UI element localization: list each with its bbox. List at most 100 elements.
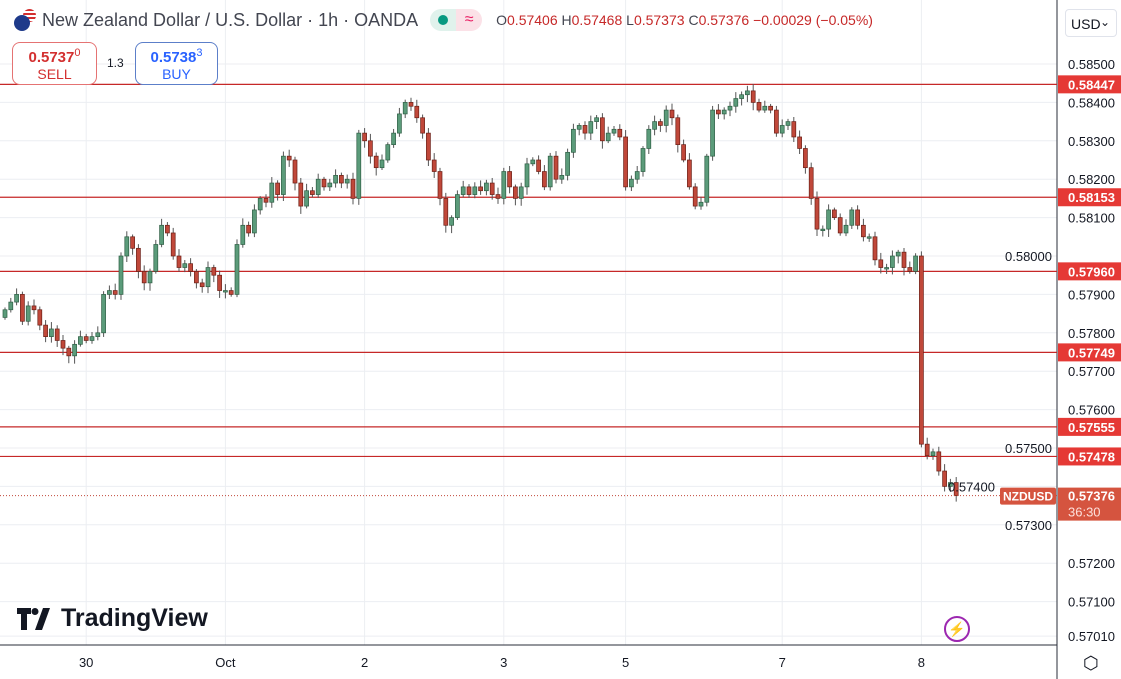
candle-up [397,113,402,134]
candle-down [692,186,698,207]
currency-select[interactable]: USD ⌄ [1065,9,1117,37]
candle-down [861,224,866,238]
price-tick-label: 0.57500 [1005,441,1052,456]
candle-up [2,309,8,318]
price-tick-label: 0.58100 [1068,211,1115,226]
candle-down [756,102,762,111]
chevron-down-icon: ⌄ [1099,15,1110,29]
candle-down [553,155,559,180]
chart-header: New Zealand Dollar / U.S. Dollar · 1h · … [14,9,873,31]
candle-down [774,109,779,134]
candle-up [147,271,153,284]
candle-down [408,102,414,107]
candle-down [936,451,942,472]
candle-up [257,198,263,211]
candle-up [710,109,715,157]
level-price-label: 0.57749 [1068,345,1115,360]
candle-up [78,336,83,345]
close-value: 0.57376 [698,12,750,28]
candle-down [339,175,344,184]
candle-up [391,132,396,145]
candle-down [37,309,43,326]
candle-down [814,198,820,230]
buy-button[interactable]: 0.57383 BUY [135,42,218,85]
candle-up [327,182,333,188]
market-open-icon [430,9,457,31]
sell-label: SELL [37,66,72,82]
candle-up [721,109,727,115]
candle-down [803,148,808,169]
candle-up [640,148,646,172]
candle-down [855,209,860,226]
candle-up [89,336,95,341]
candle-up [118,255,124,295]
candle-down [919,255,924,445]
candle-down [263,198,269,203]
candle-up [95,332,101,337]
low-label: L [626,12,634,28]
candle-up [739,94,744,99]
candle-up [379,159,385,169]
price-tick-label: 0.58000 [1005,249,1052,264]
candle-up [101,294,106,334]
candle-down [414,105,420,119]
level-price-label: 0.58447 [1068,77,1115,92]
time-tick-label: 3 [500,655,507,670]
candle-up [733,98,739,107]
candle-up [594,117,599,122]
candle-up [234,244,240,295]
candle-up [153,244,159,272]
market-status[interactable]: ≈ [430,9,483,31]
candle-down [199,282,205,288]
candle-down [437,171,443,199]
ohlc-legend: O0.57406 H0.57468 L0.57373 C0.57376 −0.0… [496,12,873,28]
candle-up [704,155,710,203]
candle-down [658,121,663,126]
symbol-title[interactable]: New Zealand Dollar / U.S. Dollar · 1h · … [42,9,419,30]
candle-down [350,178,356,199]
candle-up [14,294,19,303]
candle-up [344,178,350,184]
candle-up [565,151,570,176]
candle-up [843,224,849,234]
candle-down [791,121,797,138]
tradingview-logo[interactable]: TradingView [17,604,208,633]
settings-icon[interactable]: ⬡ [1083,653,1099,673]
candle-up [524,163,530,188]
candle-down [536,159,541,172]
high-value: 0.57468 [571,12,623,28]
candle-down [194,271,199,284]
level-price-label: 0.57555 [1068,420,1115,435]
candle-down [176,255,182,268]
candle-down [513,186,518,199]
buy-price: 0.5738 [150,49,197,66]
time-tick-label: 5 [622,655,629,670]
last-price-label: 0.57376 [1068,489,1115,504]
price-tick-label: 0.58300 [1068,134,1115,149]
candle-down [942,470,947,487]
candle-up [762,105,768,111]
candle-up [205,267,211,288]
sell-button[interactable]: 0.57370 SELL [12,42,97,85]
candle-up [460,186,466,195]
candle-up [223,290,228,293]
lightning-icon[interactable]: ⚡ [944,616,970,642]
open-value: 0.57406 [507,12,558,28]
candle-up [402,102,408,115]
price-tick-label: 0.57300 [1005,518,1052,533]
candle-down [373,155,379,169]
currency-value: USD [1071,16,1101,32]
candle-down [211,267,217,276]
candle-up [269,182,275,203]
candle-down [489,182,495,195]
candle-up [484,182,489,192]
candle-up [820,228,826,231]
candle-up [518,186,524,199]
level-price-tag [1058,417,1121,436]
candle-down [495,194,501,199]
candle-up [785,121,791,126]
candle-up [455,194,460,218]
candle-down [286,155,292,161]
candle-up [727,105,733,111]
